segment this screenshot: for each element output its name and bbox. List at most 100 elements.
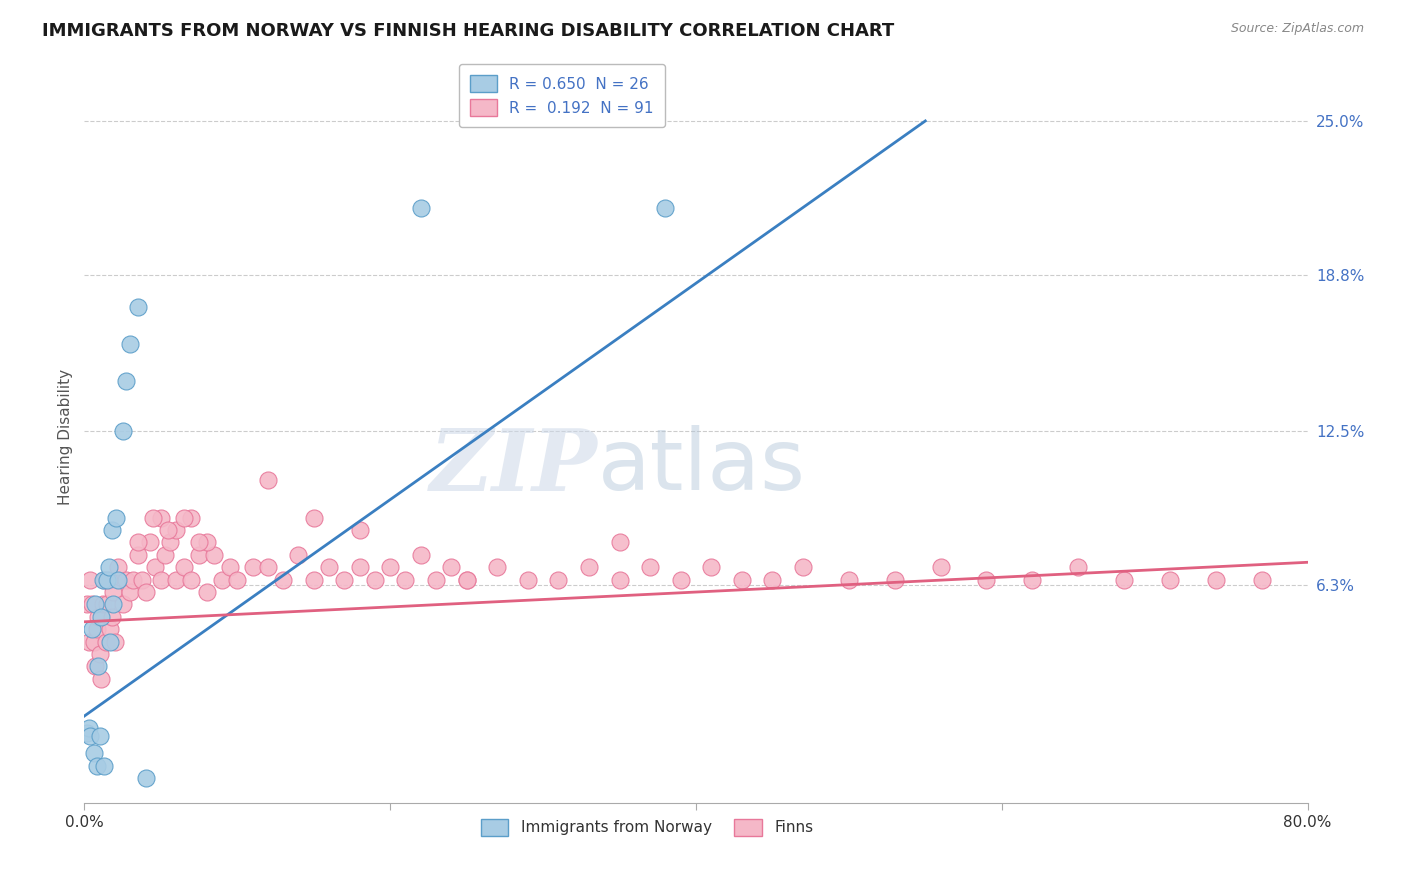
Point bbox=[101, 610, 124, 624]
Point bbox=[242, 560, 264, 574]
Point bbox=[578, 560, 600, 574]
Point bbox=[761, 573, 783, 587]
Point bbox=[131, 573, 153, 587]
Point bbox=[77, 722, 100, 736]
Point bbox=[456, 573, 478, 587]
Point bbox=[127, 300, 149, 314]
Point bbox=[98, 622, 121, 636]
Point bbox=[127, 548, 149, 562]
Point bbox=[333, 573, 356, 587]
Point bbox=[89, 729, 111, 743]
Point bbox=[90, 610, 112, 624]
Point bbox=[139, 535, 162, 549]
Point bbox=[111, 598, 134, 612]
Point bbox=[149, 510, 172, 524]
Point bbox=[1114, 573, 1136, 587]
Point bbox=[349, 523, 371, 537]
Point bbox=[180, 573, 202, 587]
Point bbox=[103, 585, 125, 599]
Point bbox=[669, 573, 692, 587]
Point bbox=[976, 573, 998, 587]
Point bbox=[96, 573, 118, 587]
Point bbox=[91, 573, 114, 587]
Point bbox=[103, 598, 125, 612]
Point bbox=[440, 560, 463, 574]
Point bbox=[1250, 573, 1272, 587]
Point bbox=[638, 560, 661, 574]
Point bbox=[77, 634, 100, 648]
Point bbox=[79, 729, 101, 743]
Point bbox=[547, 573, 569, 587]
Point bbox=[105, 510, 128, 524]
Point bbox=[218, 560, 240, 574]
Point bbox=[96, 598, 118, 612]
Point bbox=[195, 585, 218, 599]
Point bbox=[883, 573, 905, 587]
Point bbox=[516, 573, 538, 587]
Point bbox=[101, 523, 124, 537]
Point bbox=[93, 758, 115, 772]
Point bbox=[165, 523, 187, 537]
Point bbox=[271, 573, 294, 587]
Point bbox=[394, 573, 416, 587]
Point bbox=[86, 622, 108, 636]
Point bbox=[409, 201, 432, 215]
Point bbox=[76, 726, 98, 740]
Point bbox=[226, 573, 249, 587]
Text: ZIP: ZIP bbox=[430, 425, 598, 508]
Point bbox=[111, 424, 134, 438]
Point bbox=[195, 535, 218, 549]
Point bbox=[107, 560, 129, 574]
Point bbox=[83, 746, 105, 760]
Point bbox=[91, 598, 114, 612]
Point bbox=[257, 560, 280, 574]
Point bbox=[143, 560, 166, 574]
Point bbox=[84, 598, 107, 612]
Point bbox=[104, 634, 127, 648]
Point bbox=[114, 374, 136, 388]
Point bbox=[149, 573, 172, 587]
Point bbox=[349, 560, 371, 574]
Point bbox=[409, 548, 432, 562]
Point bbox=[929, 560, 952, 574]
Point bbox=[364, 573, 387, 587]
Point bbox=[90, 672, 112, 686]
Point bbox=[86, 758, 108, 772]
Point bbox=[89, 647, 111, 661]
Point bbox=[94, 634, 117, 648]
Point bbox=[155, 548, 177, 562]
Point bbox=[609, 535, 631, 549]
Point bbox=[76, 598, 98, 612]
Point bbox=[211, 573, 233, 587]
Point bbox=[127, 535, 149, 549]
Point bbox=[180, 510, 202, 524]
Point bbox=[173, 560, 195, 574]
Point bbox=[188, 535, 211, 549]
Point bbox=[425, 573, 447, 587]
Point bbox=[114, 573, 136, 587]
Point bbox=[122, 573, 145, 587]
Point bbox=[120, 585, 142, 599]
Point bbox=[120, 337, 142, 351]
Point bbox=[838, 573, 860, 587]
Point bbox=[302, 510, 325, 524]
Point bbox=[173, 510, 195, 524]
Point bbox=[1159, 573, 1181, 587]
Point bbox=[80, 598, 103, 612]
Point bbox=[98, 634, 121, 648]
Point bbox=[257, 474, 280, 488]
Point bbox=[87, 610, 110, 624]
Point bbox=[287, 548, 309, 562]
Point bbox=[93, 573, 115, 587]
Point bbox=[1205, 573, 1227, 587]
Text: Source: ZipAtlas.com: Source: ZipAtlas.com bbox=[1230, 22, 1364, 36]
Point bbox=[79, 573, 101, 587]
Point bbox=[165, 573, 187, 587]
Point bbox=[202, 548, 225, 562]
Point bbox=[135, 585, 157, 599]
Point bbox=[107, 573, 129, 587]
Point bbox=[1067, 560, 1090, 574]
Point bbox=[792, 560, 814, 574]
Point bbox=[97, 573, 120, 587]
Point bbox=[609, 573, 631, 587]
